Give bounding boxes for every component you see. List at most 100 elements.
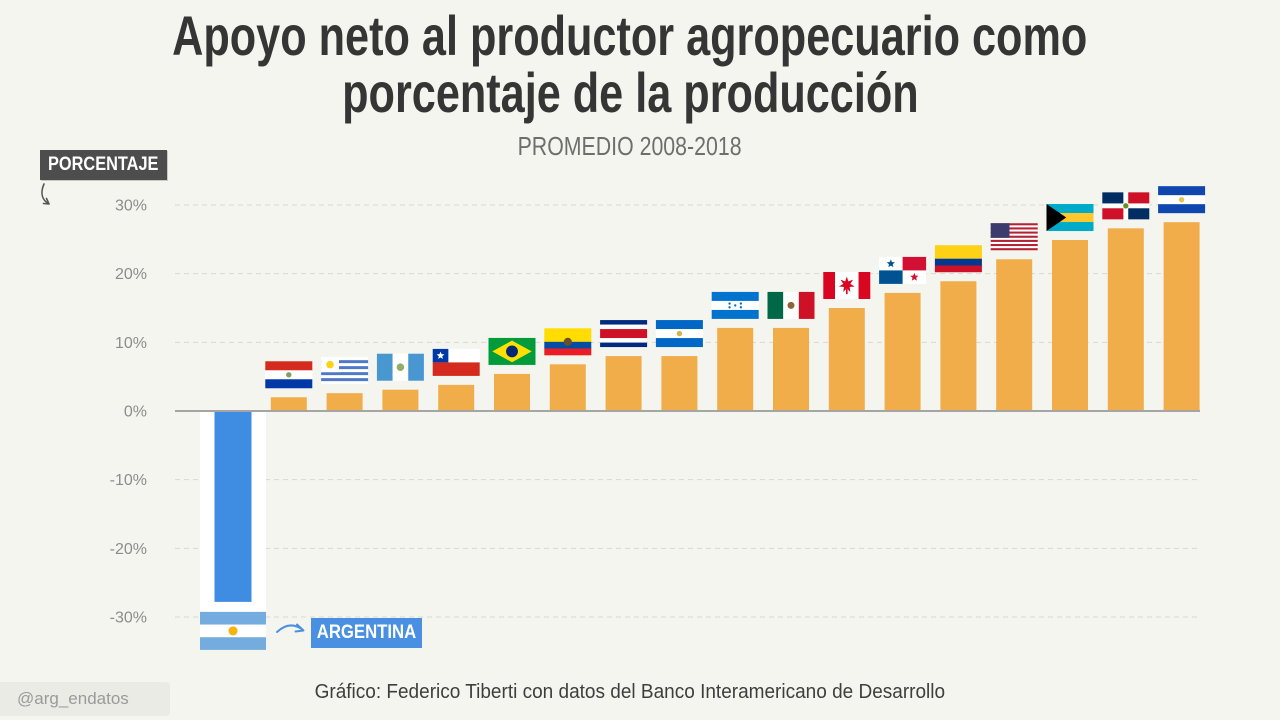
flag-part bbox=[990, 227, 1038, 230]
flag-part bbox=[739, 302, 743, 305]
flag-part bbox=[734, 304, 737, 307]
flag-part bbox=[544, 328, 592, 343]
flag-part bbox=[600, 329, 648, 339]
flag-part bbox=[711, 309, 759, 319]
flag-part bbox=[200, 637, 266, 650]
flag-paraguay-icon bbox=[265, 361, 313, 389]
flag-part bbox=[838, 276, 855, 292]
flag-part bbox=[321, 357, 369, 361]
flag-part bbox=[200, 611, 266, 625]
bar bbox=[884, 292, 921, 411]
flag-part bbox=[728, 306, 731, 309]
flag-part bbox=[990, 246, 1038, 249]
flag-part bbox=[823, 272, 836, 299]
bar bbox=[1163, 222, 1200, 411]
bar bbox=[494, 373, 530, 411]
y-axis-label-arrow bbox=[41, 183, 50, 205]
flag-part bbox=[408, 353, 424, 381]
bar bbox=[940, 281, 977, 411]
y-tick-label: -30% bbox=[110, 610, 147, 627]
flag-part bbox=[600, 320, 648, 325]
flag-part bbox=[600, 338, 648, 343]
bar bbox=[996, 259, 1033, 411]
flag-part bbox=[990, 237, 1038, 241]
flag-part bbox=[798, 291, 815, 319]
flag-part bbox=[990, 239, 1038, 243]
bar bbox=[773, 327, 809, 411]
flag-part bbox=[1128, 208, 1150, 220]
y-tick-label: -20% bbox=[110, 541, 147, 558]
flag-part bbox=[563, 337, 572, 346]
flag-part bbox=[396, 363, 405, 371]
y-tick-label: 0% bbox=[124, 404, 147, 421]
flag-uruguay-icon bbox=[321, 357, 369, 385]
flag-colombia-icon bbox=[934, 245, 982, 273]
chart-title-text-1: Apoyo neto al productor agropecuario com… bbox=[172, 4, 1088, 67]
flag-part bbox=[228, 626, 238, 636]
flag-part bbox=[265, 379, 313, 389]
chart-subtitle: PROMEDIO 2008-2018 bbox=[0, 133, 1260, 159]
y-tick-label: 30% bbox=[115, 198, 147, 215]
flag-chile-icon bbox=[432, 348, 480, 376]
flag-canada-icon bbox=[823, 272, 871, 299]
flag-part bbox=[902, 256, 927, 271]
flag-el-salvador-icon bbox=[1158, 186, 1206, 214]
credit-handle: @arg_endatos bbox=[0, 682, 170, 716]
flag-part bbox=[1046, 213, 1094, 223]
flag-part bbox=[846, 288, 848, 295]
flag-ecuador-icon bbox=[544, 328, 592, 356]
flag-part bbox=[600, 324, 648, 330]
annotation-arrow bbox=[276, 623, 305, 633]
flag-usa-icon bbox=[990, 223, 1038, 251]
flag-part bbox=[321, 375, 369, 379]
y-tick-label: 10% bbox=[115, 335, 147, 352]
flag-part bbox=[326, 360, 334, 369]
flag-part bbox=[655, 320, 703, 330]
flag-costa-rica-icon bbox=[600, 320, 648, 348]
flag-panama-icon bbox=[879, 256, 927, 284]
bar bbox=[605, 356, 642, 411]
flag-part bbox=[990, 223, 1010, 238]
credit-handle-text: @arg_endatos bbox=[17, 689, 129, 708]
bar bbox=[661, 356, 698, 411]
flag-part bbox=[990, 248, 1038, 251]
flag-part bbox=[321, 363, 369, 367]
flag-part bbox=[711, 291, 759, 302]
flag-part bbox=[321, 378, 369, 382]
flag-part bbox=[265, 361, 313, 371]
flag-argentina-icon bbox=[200, 611, 266, 650]
flag-part bbox=[990, 244, 1038, 247]
bar bbox=[549, 364, 586, 411]
flag-part bbox=[321, 366, 369, 370]
chart-title-line-2: porcentaje de la producción bbox=[0, 65, 1260, 121]
flag-part bbox=[1158, 186, 1206, 196]
bar bbox=[1052, 240, 1088, 411]
y-axis-tick-labels: 30% 20% 10% 0% -10% -20% -30% bbox=[110, 198, 147, 627]
flag-part bbox=[990, 241, 1038, 245]
flag-part bbox=[1102, 192, 1124, 204]
flag-guatemala-icon bbox=[376, 353, 424, 381]
flag-part bbox=[655, 338, 703, 348]
y-tick-label: 20% bbox=[115, 266, 147, 283]
annotation-label: ARGENTINA bbox=[311, 618, 422, 648]
flag-part bbox=[376, 353, 393, 381]
flag-part bbox=[990, 223, 1038, 226]
flag-part bbox=[910, 272, 919, 281]
flag-part bbox=[990, 235, 1038, 239]
bar bbox=[270, 397, 307, 411]
flag-part bbox=[739, 306, 743, 309]
flag-part bbox=[286, 372, 292, 378]
flag-part bbox=[506, 345, 518, 358]
flag-mexico-icon bbox=[767, 291, 815, 319]
flag-part bbox=[990, 231, 1038, 234]
category-flags bbox=[200, 186, 1206, 650]
annotation-label-text: ARGENTINA bbox=[316, 622, 417, 643]
bar bbox=[382, 389, 419, 411]
flag-part bbox=[787, 301, 795, 309]
flag-part bbox=[990, 225, 1038, 228]
flag-brazil-icon bbox=[488, 337, 536, 365]
y-axis-label: PORCENTAJE bbox=[40, 150, 167, 180]
flag-part bbox=[990, 233, 1038, 237]
